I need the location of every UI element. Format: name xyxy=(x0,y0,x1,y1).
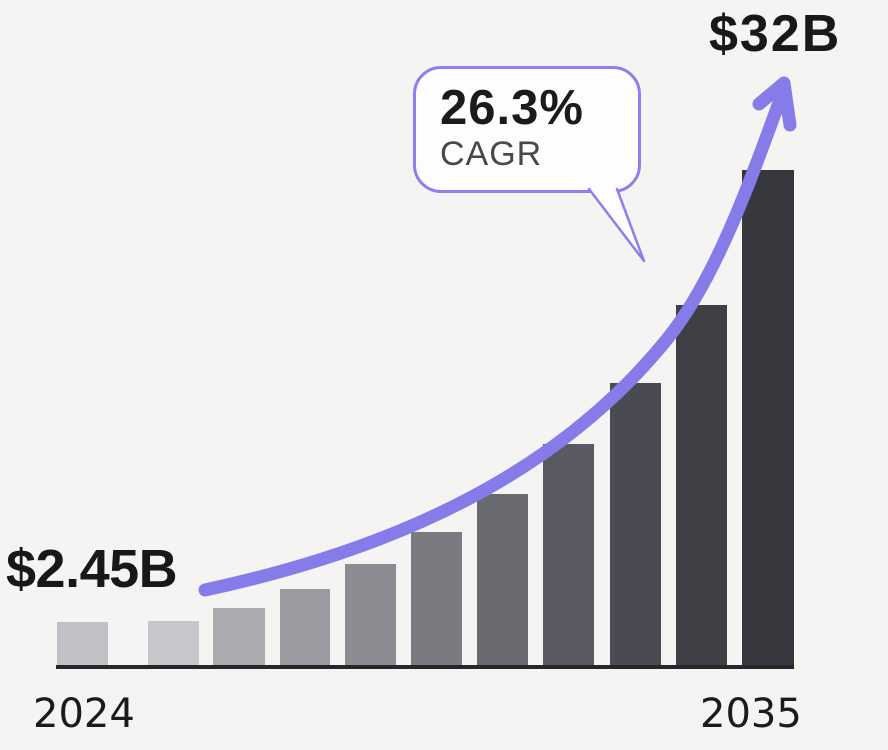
start-value-label: $2.45B xyxy=(6,539,178,599)
bar xyxy=(213,608,265,665)
arrow-head-icon xyxy=(752,76,797,132)
callout-bubble: 26.3% CAGR xyxy=(413,66,641,193)
year-label-start: 2024 xyxy=(33,691,135,737)
bar xyxy=(676,305,727,665)
bar xyxy=(543,444,594,665)
bar xyxy=(742,170,794,665)
bar xyxy=(148,621,199,665)
bar xyxy=(57,622,108,665)
cagr-value: 26.3% xyxy=(440,81,584,135)
cagr-caption: CAGR xyxy=(440,134,543,173)
bar xyxy=(411,532,462,665)
bar xyxy=(280,589,330,665)
bar xyxy=(477,494,528,665)
year-label-end: 2035 xyxy=(700,691,802,737)
x-axis xyxy=(56,665,794,669)
end-value-label: $32B xyxy=(709,5,842,63)
callout-tail-outline xyxy=(587,187,646,263)
bar xyxy=(610,383,661,665)
callout-tail xyxy=(589,189,644,261)
bar xyxy=(345,564,396,665)
